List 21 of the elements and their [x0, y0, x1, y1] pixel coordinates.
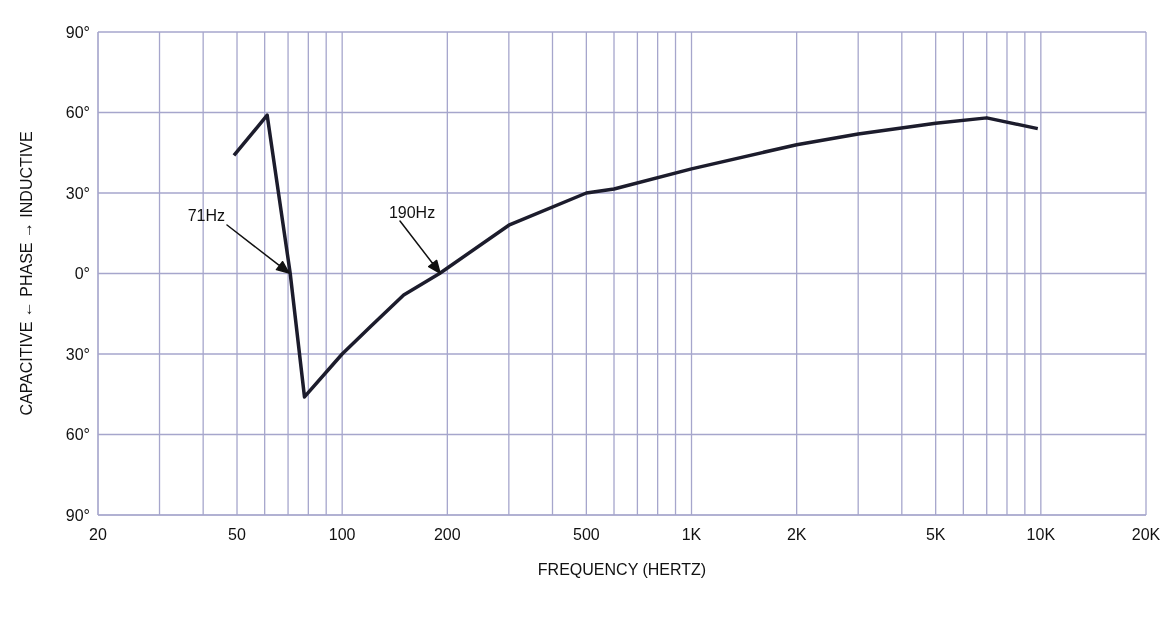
x-tick-label: 20K: [1131, 526, 1161, 544]
y-tick-label: 60°: [65, 426, 90, 444]
x-tick-label: 10K: [1026, 526, 1056, 544]
x-tick-label: 5K: [925, 526, 946, 544]
y-tick-label: 30°: [65, 184, 90, 202]
x-tick-label: 20: [89, 526, 107, 544]
y-tick-label: 60°: [65, 104, 90, 122]
y-tick-label: 30°: [65, 345, 90, 363]
x-tick-label: 50: [228, 526, 247, 544]
annotation: 190Hz: [388, 204, 436, 221]
x-tick-label: 100: [328, 526, 356, 544]
x-tick-label: 2K: [786, 526, 807, 544]
y-tick-label: 90°: [65, 23, 90, 41]
y-tick-label: 90°: [65, 506, 90, 524]
x-tick-label: 500: [573, 526, 600, 544]
annotation: 71Hz: [187, 207, 225, 224]
y-axis-title: CAPACITIVE ← PHASE → INDUCTIVE: [17, 131, 35, 416]
x-tick-label: 200: [433, 526, 461, 544]
x-tick-label: 1K: [681, 526, 702, 544]
x-axis-title: FREQUENCY (HERTZ): [537, 561, 707, 578]
y-tick-label: 0°: [74, 265, 90, 283]
